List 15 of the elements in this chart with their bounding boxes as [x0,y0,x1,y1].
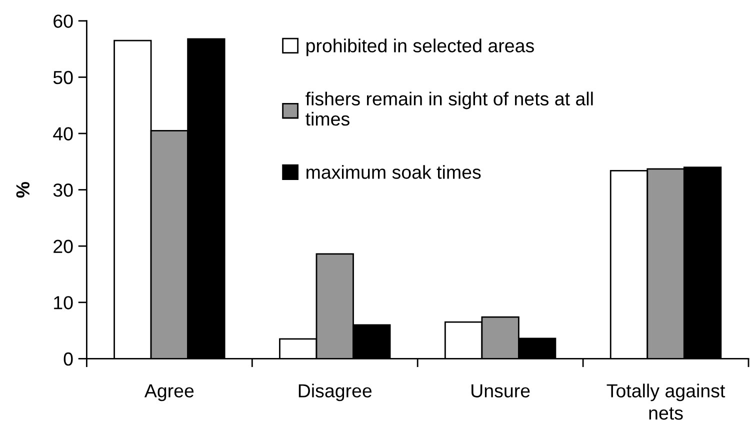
legend-label: maximum soak times [306,165,481,179]
y-tick-label: 50 [53,70,73,84]
y-tick-label: 10 [54,296,73,310]
y-tick-label: 60 [54,14,73,28]
y-tick-label: 0 [64,352,73,366]
x-tick-label: Totally against nets [606,384,726,420]
legend-label: fishers remain in sight of nets at all times [306,92,593,126]
x-tick-label: Agree [144,384,194,402]
legend-label: prohibited in selected areas [306,38,534,56]
x-tick-label: Disagree [298,384,372,402]
y-tick-label: 40 [53,127,73,140]
x-tick-label: Unsure [472,384,530,398]
y-tick-label: 20 [54,240,73,254]
y-axis-title: % [16,182,30,198]
y-tick-label: 30 [53,183,73,197]
